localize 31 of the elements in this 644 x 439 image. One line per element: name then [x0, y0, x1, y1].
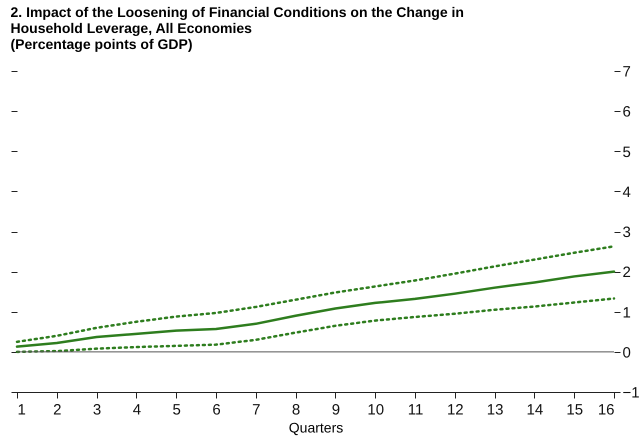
x-tick-label: 4	[132, 402, 142, 418]
x-tick-label: 15	[566, 402, 584, 418]
y-tick-label: −1	[622, 384, 640, 402]
x-tick-label: 8	[292, 402, 300, 418]
y-tick-label: 5	[622, 144, 631, 161]
x-tick-label: 10	[367, 402, 384, 418]
x-axis-title: Quarters	[288, 420, 344, 436]
x-tick-label: 1	[18, 402, 26, 418]
x-tick-label: 2	[53, 402, 62, 418]
line-series	[16, 245, 616, 344]
x-tick-label: 9	[332, 402, 340, 418]
x-tick-label: 12	[446, 402, 464, 418]
y-tick-label: 1	[622, 304, 631, 322]
x-tick-label: 5	[172, 402, 181, 418]
y-tick-label: 6	[622, 104, 631, 121]
y-tick-label: 3	[622, 224, 631, 241]
y-tick-label: 2	[622, 264, 631, 282]
chart-subtitle: (Percentage points of GDP)	[10, 36, 193, 52]
x-tick-label: 6	[212, 402, 221, 418]
x-tick-label: 14	[526, 402, 544, 418]
y-tick-label: 4	[622, 184, 631, 201]
line-series	[16, 270, 616, 348]
x-tick-label: 3	[92, 402, 102, 418]
y-tick-label: 7	[622, 64, 631, 80]
chart-title: 2. Impact of the Loosening of Financial Conditions on the Change in Household Leverage, All Economies	[10, 4, 464, 36]
x-tick-label: 7	[252, 402, 260, 418]
line-series	[16, 297, 616, 354]
x-tick-label: 16	[598, 402, 614, 418]
x-tick-label: 11	[408, 402, 424, 418]
x-tick-label: 13	[486, 402, 504, 418]
y-tick-label: 0	[622, 344, 631, 362]
